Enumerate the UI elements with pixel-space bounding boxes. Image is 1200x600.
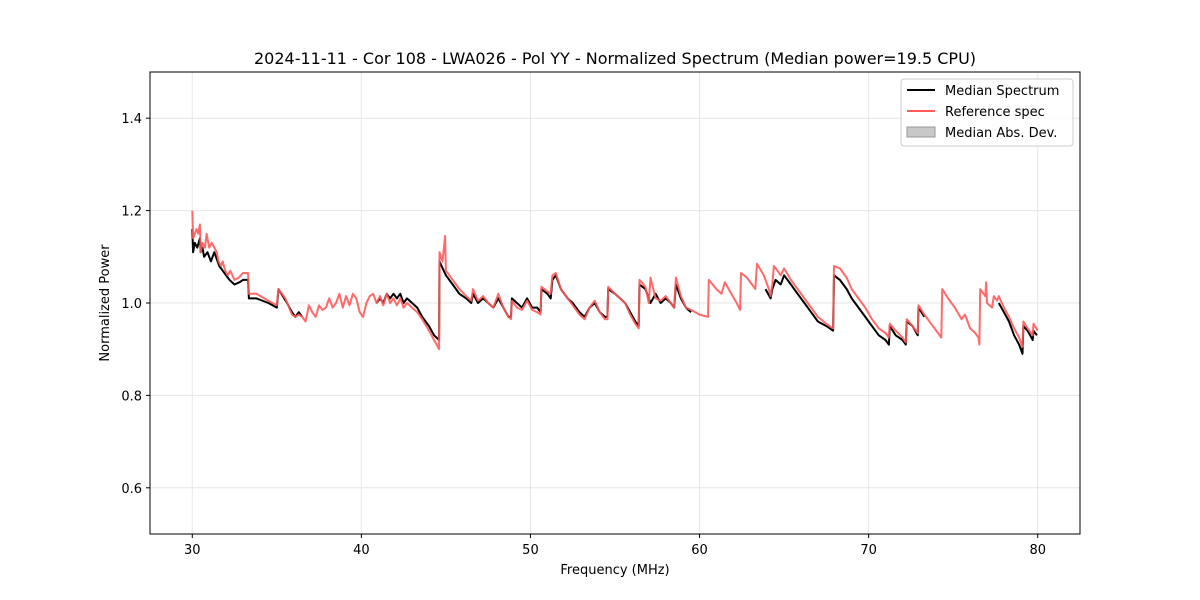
x-axis-label: Frequency (MHz) — [560, 563, 669, 578]
x-tick-label: 30 — [184, 543, 201, 558]
x-tick-label: 50 — [522, 543, 539, 558]
legend-box — [900, 78, 1074, 147]
y-axis-label: Normalized Power — [98, 244, 113, 362]
series-segment — [375, 260, 692, 341]
y-tick-label: 1.2 — [121, 205, 142, 220]
y-axis-ticks: 0.6 0.8 1.0 1.2 1.4 — [121, 112, 150, 497]
legend-median-label: Median Spectrum — [945, 84, 1059, 99]
x-tick-label: 60 — [691, 543, 708, 558]
legend: Median Spectrum Reference spec Median Ab… — [900, 78, 1074, 147]
x-tick-label: 80 — [1029, 543, 1046, 558]
reference-spec-series — [191, 210, 1039, 351]
x-tick-label: 70 — [860, 543, 877, 558]
y-tick-label: 0.8 — [121, 389, 142, 404]
series-segment — [997, 302, 1038, 355]
y-tick-label: 1.0 — [121, 297, 142, 312]
legend-mad-swatch — [906, 126, 936, 138]
series-segment — [764, 274, 926, 346]
x-tick-label: 40 — [353, 543, 370, 558]
y-tick-label: 1.4 — [121, 112, 142, 127]
median-spectrum-series — [191, 229, 1038, 355]
x-axis-ticks: 30 40 50 60 70 80 — [184, 534, 1046, 558]
y-tick-label: 0.6 — [121, 482, 142, 497]
legend-mad-label: Median Abs. Dev. — [945, 126, 1057, 141]
plot-lines — [191, 210, 1039, 355]
chart-title: 2024-11-11 - Cor 108 - LWA026 - Pol YY -… — [254, 49, 976, 68]
grid-lines — [150, 72, 1080, 534]
series-segment — [191, 210, 1039, 351]
legend-reference-label: Reference spec — [945, 105, 1045, 120]
